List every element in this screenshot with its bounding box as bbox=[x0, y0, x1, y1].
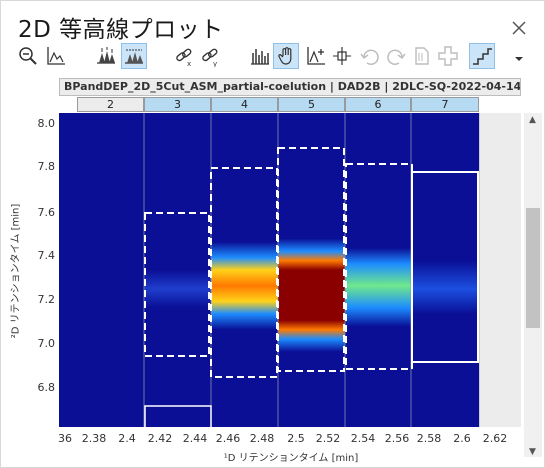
hand-icon[interactable] bbox=[273, 43, 299, 69]
x-tick: 36 bbox=[58, 432, 72, 445]
add-peak-icon[interactable] bbox=[303, 43, 329, 69]
document-icon bbox=[409, 43, 435, 69]
cut-tab-5[interactable]: 5 bbox=[278, 97, 345, 112]
svg-text:x: x bbox=[187, 60, 191, 67]
peak-area-icon[interactable] bbox=[43, 43, 69, 69]
peaks-icon[interactable] bbox=[93, 43, 119, 69]
x-tick: 2.38 bbox=[81, 432, 107, 445]
toolbar: x y bbox=[15, 43, 535, 71]
baseline-icon[interactable] bbox=[329, 43, 355, 69]
x-tick: 2.62 bbox=[482, 432, 508, 445]
cut-band-6 bbox=[345, 113, 411, 427]
x-tick: 2.42 bbox=[147, 432, 173, 445]
plus-box-icon bbox=[435, 43, 461, 69]
cut-tab-7[interactable]: 7 bbox=[411, 97, 479, 112]
y-tick: 6.8 bbox=[37, 381, 56, 394]
y-tick: 7.4 bbox=[37, 249, 56, 262]
cut-tab-4[interactable]: 4 bbox=[211, 97, 278, 112]
y-axis-label: ²D リテンションタイム [min] bbox=[10, 203, 22, 339]
x-tick: 2.6 bbox=[453, 432, 471, 445]
scroll-up-icon[interactable]: ▲ bbox=[529, 115, 536, 125]
x-tick: 2.56 bbox=[384, 432, 410, 445]
undo-icon bbox=[357, 43, 383, 69]
x-tick: 2.4 bbox=[118, 432, 136, 445]
close-icon[interactable] bbox=[510, 19, 530, 39]
x-tick: 2.58 bbox=[416, 432, 442, 445]
cut-tab-3[interactable]: 3 bbox=[144, 97, 211, 112]
cut-band-5 bbox=[278, 113, 345, 427]
link-y-icon[interactable]: y bbox=[197, 43, 223, 69]
y-tick: 7.2 bbox=[37, 293, 56, 306]
overflow-chevron-icon[interactable] bbox=[511, 43, 527, 69]
peaks-filled-icon[interactable] bbox=[121, 43, 147, 69]
cut-band-4 bbox=[211, 113, 278, 427]
plot-header: BPandDEP_2D_5Cut_ASM_partial-coelution |… bbox=[59, 78, 521, 96]
plot-empty-region bbox=[479, 113, 521, 427]
region-box-5 bbox=[277, 147, 345, 372]
region-box-7 bbox=[411, 171, 479, 363]
staircase-icon[interactable] bbox=[469, 43, 495, 69]
svg-text:y: y bbox=[213, 60, 217, 67]
x-tick: 2.52 bbox=[315, 432, 341, 445]
x-tick: 2.54 bbox=[350, 432, 376, 445]
cut-row: 2 3 4 5 6 7 bbox=[59, 97, 479, 112]
y-tick: 7.8 bbox=[37, 160, 56, 173]
cut-band-7 bbox=[411, 113, 479, 427]
y-tick: 7.6 bbox=[37, 206, 56, 219]
cut-tab-6[interactable]: 6 bbox=[345, 97, 411, 112]
y-tick: 7.0 bbox=[37, 337, 56, 350]
cut-band-3 bbox=[144, 113, 211, 427]
bars-icon[interactable] bbox=[247, 43, 273, 69]
link-x-icon[interactable]: x bbox=[171, 43, 197, 69]
cut-tab-2[interactable]: 2 bbox=[77, 97, 144, 112]
scrollbar-thumb[interactable] bbox=[526, 208, 540, 328]
contour-plot-area[interactable] bbox=[59, 113, 479, 427]
x-tick: 2.46 bbox=[215, 432, 241, 445]
x-tick: 2.44 bbox=[182, 432, 208, 445]
x-axis-label: ¹D リテンションタイム [min] bbox=[223, 453, 359, 464]
window-title: 2D 等高線プロット bbox=[18, 17, 224, 43]
redo-icon bbox=[383, 43, 409, 69]
region-box-3-lower bbox=[144, 405, 212, 427]
zoom-out-icon[interactable] bbox=[15, 43, 41, 69]
y-tick: 8.0 bbox=[37, 117, 56, 130]
scroll-down-icon[interactable]: ▼ bbox=[529, 447, 536, 457]
x-tick: 2.5 bbox=[287, 432, 305, 445]
region-box-3 bbox=[144, 212, 210, 357]
x-tick: 2.48 bbox=[249, 432, 275, 445]
